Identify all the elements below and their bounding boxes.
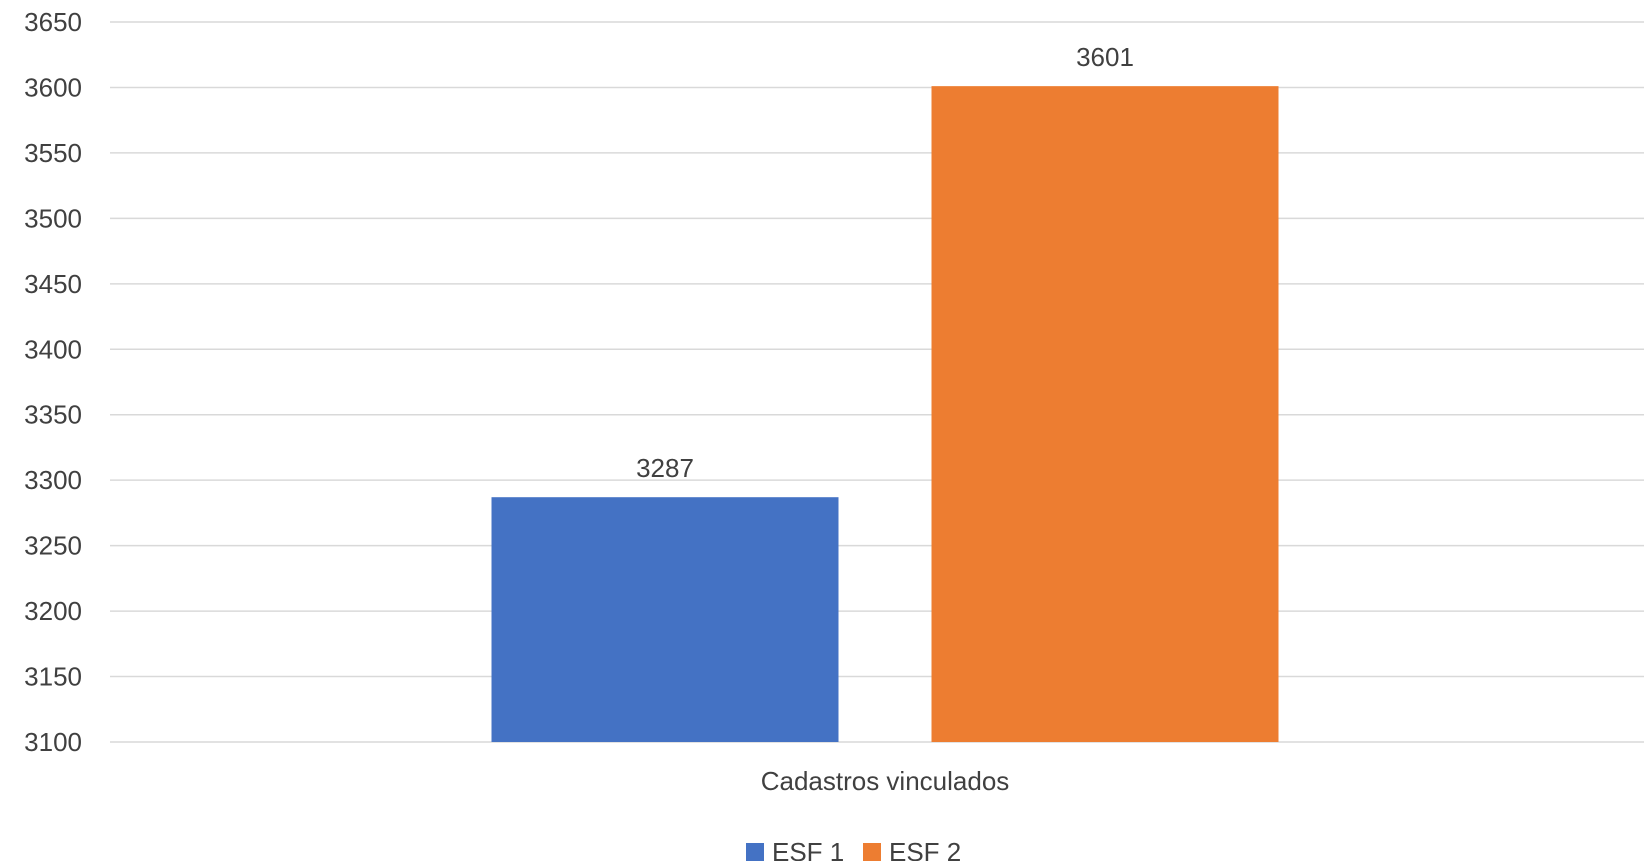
data-label-esf-1: 3287	[636, 453, 694, 483]
data-label-esf-2: 3601	[1076, 42, 1134, 72]
bar-esf-2	[931, 86, 1279, 743]
legend-label-esf-2: ESF 2	[889, 837, 961, 861]
y-tick-label-3600: 3600	[24, 72, 82, 102]
gridlines	[110, 21, 1644, 743]
y-tick-label-3150: 3150	[24, 662, 82, 692]
legend-label-esf-1: ESF 1	[772, 837, 844, 861]
data-labels: 3287 3601	[636, 42, 1134, 483]
bar-esf-1	[491, 497, 839, 742]
y-tick-label-3550: 3550	[24, 138, 82, 168]
legend-swatch-esf-2	[863, 843, 881, 861]
y-tick-label-3250: 3250	[24, 531, 82, 561]
y-tick-label-3300: 3300	[24, 465, 82, 495]
y-tick-label-3100: 3100	[24, 727, 82, 757]
legend: ESF 1 ESF 2	[746, 837, 961, 861]
y-axis-tick-labels: 3100 3150 3200 3250 3300 3350 3400 3450 3500 3550…	[24, 7, 82, 757]
bars	[491, 86, 1279, 743]
x-axis-category-label: Cadastros vinculados	[761, 766, 1010, 796]
legend-swatch-esf-1	[746, 843, 764, 861]
y-tick-label-3450: 3450	[24, 269, 82, 299]
y-tick-label-3650: 3650	[24, 7, 82, 37]
y-tick-label-3500: 3500	[24, 203, 82, 233]
y-tick-label-3200: 3200	[24, 596, 82, 626]
y-tick-label-3350: 3350	[24, 400, 82, 430]
y-tick-label-3400: 3400	[24, 334, 82, 364]
